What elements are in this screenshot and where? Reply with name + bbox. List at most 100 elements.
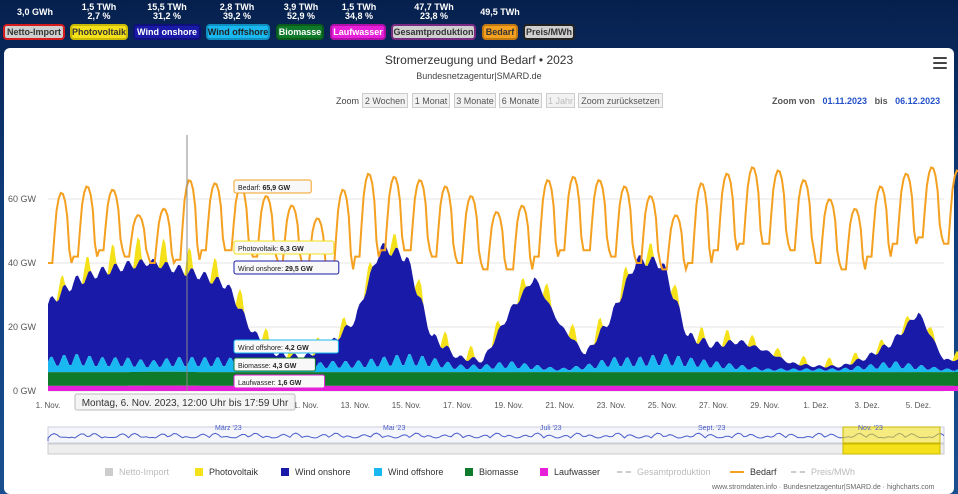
toggle-biomasse-button[interactable]: Biomasse — [276, 24, 324, 40]
area-photovoltaik — [48, 233, 958, 368]
navigator-series — [47, 432, 945, 441]
zoom-2-wochen-button[interactable]: 2 Wochen — [362, 93, 408, 108]
legend-label: Netto-Import — [119, 467, 170, 477]
zoom-range-label: Zoom von — [772, 96, 815, 106]
toggle-photovoltaik-button[interactable]: Photovoltaik — [70, 24, 128, 40]
tooltip-value: 65,9 GW — [263, 185, 291, 192]
navigator-label: Nov. '23 — [858, 425, 883, 432]
legend-item-photovoltaik[interactable]: Photovoltaik — [195, 467, 258, 477]
tooltip-text: Wind offshore: 4,2 GW — [238, 345, 309, 352]
x-tick-label: 21. Nov. — [545, 401, 574, 410]
stat-laufwasser: 1,5 TWh 34,8 % — [341, 2, 377, 21]
chart-subtitle: Bundesnetzagentur|SMARD.de — [416, 71, 542, 81]
tooltip-value: 4,3 GW — [273, 363, 297, 370]
stat-wind-onshore: 15,5 TWh 31,2 % — [147, 2, 187, 21]
legend-symbol — [374, 468, 382, 476]
legend-item-netto-import[interactable]: Netto-Import — [105, 467, 169, 477]
tooltip-box — [233, 179, 312, 194]
navigator-label: Mai '23 — [383, 425, 405, 432]
legend-symbol — [465, 468, 473, 476]
tooltip-header: Montag, 6. Nov. 2023, 12:00 Uhr bis 17:5… — [82, 398, 289, 409]
x-tick-label: 5. Dez. — [906, 401, 931, 410]
zoom-reset-button[interactable]: Zoom zurücksetzen — [578, 93, 663, 108]
toggle-wind-offshore-button[interactable]: Wind offshore — [206, 24, 270, 40]
tooltip-value: 6,3 GW — [280, 246, 304, 253]
stat-wind-offshore: 2,8 TWh 39,2 % — [219, 2, 255, 21]
toggle-wind-onshore-button[interactable]: Wind onshore — [133, 24, 201, 40]
line-bedarf — [48, 166, 958, 274]
toggle-preis-button[interactable]: Preis/MWh — [523, 24, 575, 40]
tooltip-label: Wind onshore: — [238, 266, 285, 273]
x-tick-label: 1. Nov. — [36, 401, 61, 410]
legend-symbol — [195, 468, 203, 476]
x-tick-label: 19. Nov. — [494, 401, 523, 410]
x-tick-label: 25. Nov. — [648, 401, 677, 410]
x-tick-label: 27. Nov. — [699, 401, 728, 410]
legend-symbol — [281, 468, 289, 476]
legend-label: Photovoltaik — [209, 467, 259, 477]
tooltip-text: Biomasse: 4,3 GW — [238, 363, 297, 370]
legend-label: Preis/MWh — [811, 467, 856, 477]
x-tick-label: 15. Nov. — [392, 401, 421, 410]
x-tick-label: 17. Nov. — [443, 401, 472, 410]
toggle-gesamtproduktion-button[interactable]: Gesamtproduktion — [391, 24, 476, 40]
tooltip-value: 1,6 GW — [278, 380, 302, 387]
toggle-bedarf-button[interactable]: Bedarf — [482, 24, 518, 40]
tooltip-value: 4,2 GW — [285, 345, 309, 352]
zoom-range: Zoom von 01.11.2023 bis 06.12.2023 — [772, 96, 940, 106]
zoom-6-monate-button[interactable]: 6 Monate — [499, 93, 542, 108]
zoom-1-monat-button[interactable]: 1 Monat — [412, 93, 450, 108]
chart-x-axis: 1. Nov.3. Nov.5. Nov.7. Nov.9. Nov.11. N… — [36, 401, 931, 410]
zoom-from-date[interactable]: 01.11.2023 — [822, 96, 868, 106]
energy-summary-bar: 3,0 GWh 1,5 TWh 2,7 % 15,5 TWh 31,2 % 2,… — [0, 0, 958, 46]
legend-item-laufwasser[interactable]: Laufwasser — [540, 467, 600, 477]
legend-label: Wind onshore — [295, 467, 351, 477]
legend-item-gesamtproduktion[interactable]: Gesamtproduktion — [617, 467, 711, 477]
legend-label: Bedarf — [750, 467, 777, 477]
tooltip-box — [233, 374, 326, 389]
legend-item-wind-offshore[interactable]: Wind offshore — [374, 467, 443, 477]
x-tick-label: 23. Nov. — [597, 401, 626, 410]
chart-tooltips: Bedarf: 65,9 GW Photovoltaik: 6,3 GW Wind … — [74, 135, 340, 411]
x-tick-label: 13. Nov. — [341, 401, 370, 410]
tooltip-text: Photovoltaik: 6,3 GW — [238, 246, 304, 253]
zoom-3-monate-button[interactable]: 3 Monate — [454, 93, 496, 108]
hamburger-menu-icon[interactable] — [933, 57, 947, 69]
legend-label: Gesamtproduktion — [637, 467, 711, 477]
tooltip-label: Bedarf: — [238, 185, 263, 192]
stat-bedarf: 49,5 TWh — [480, 7, 520, 17]
toggle-netto-import-button[interactable]: Netto-Import — [3, 24, 65, 40]
area-wind-offshore — [48, 354, 958, 373]
legend-item-wind-onshore[interactable]: Wind onshore — [281, 467, 351, 477]
legend-item-bedarf[interactable]: Bedarf — [730, 467, 777, 477]
zoom-1-jahr-button[interactable]: 1 Jahr — [546, 93, 575, 108]
navigator-track — [47, 426, 945, 444]
legend-item-biomasse[interactable]: Biomasse — [465, 467, 519, 477]
tooltip-label: Biomasse: — [238, 363, 273, 370]
y-tick-label: 60 GW — [8, 194, 37, 204]
area-laufwasser — [48, 385, 958, 391]
stat-gesamtproduktion: 47,7 TWh 23,8 % — [414, 2, 454, 21]
legend-item-preis-mwh[interactable]: Preis/MWh — [791, 467, 855, 477]
tooltip-box — [233, 240, 335, 255]
chart-title: Stromerzeugung und Bedarf • 2023 — [384, 53, 574, 67]
zoom-range-bis: bis — [874, 96, 888, 106]
legend-symbol — [617, 471, 631, 473]
tooltip-label: Photovoltaik: — [238, 246, 280, 253]
legend-symbol — [791, 471, 805, 473]
tooltip-label: Wind offshore: — [238, 345, 285, 352]
chart-navigator: März '23 Mai '23 Juli '23 Sept. '23 Nov. '23 — [47, 425, 945, 455]
y-tick-label: 0 GW — [13, 386, 37, 396]
legend-label: Biomasse — [479, 467, 519, 477]
legend-symbol — [540, 468, 548, 476]
tooltip-value: 29,5 GW — [285, 266, 313, 273]
stat-photovoltaik: 1,5 TWh 2,7 % — [81, 2, 117, 21]
toggle-laufwasser-button[interactable]: Laufwasser — [330, 24, 386, 40]
x-tick-label: 1. Dez. — [803, 401, 828, 410]
tooltip-header-box — [74, 393, 296, 411]
zoom-to-date[interactable]: 06.12.2023 — [895, 96, 941, 106]
x-tick-label: 11. Nov. — [290, 401, 319, 410]
x-tick-label: 29. Nov. — [750, 401, 779, 410]
area-wind-onshore — [48, 243, 958, 371]
